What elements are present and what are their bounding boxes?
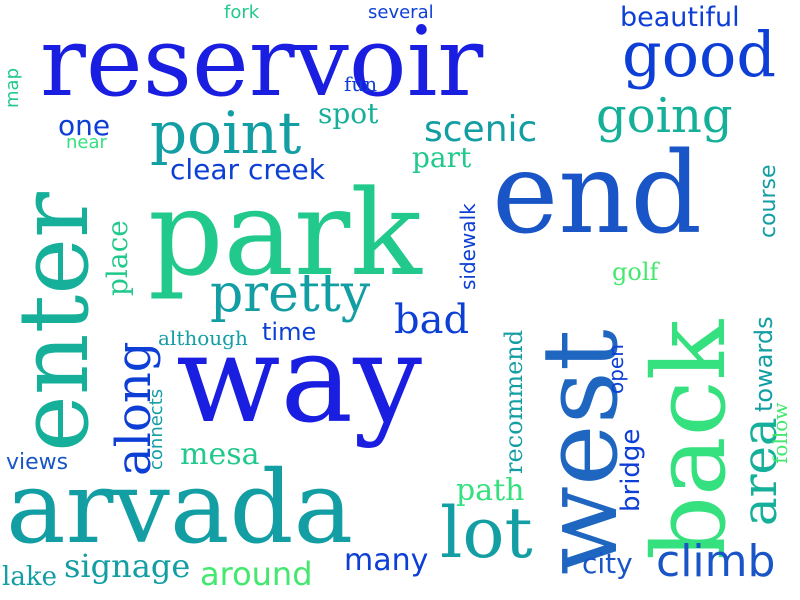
word-connects: connects [146, 388, 167, 470]
word-fun: fun [344, 72, 378, 96]
word-towards: towards [750, 316, 778, 412]
word-views: views [6, 450, 69, 475]
word-time: time [262, 318, 317, 346]
word-city: city [582, 547, 633, 580]
word-many: many [344, 543, 429, 578]
word-signage: signage [64, 547, 191, 585]
word-clear-creek: clear creek [170, 153, 325, 186]
word-course: course [756, 164, 781, 238]
word-although: although [158, 326, 248, 350]
word-enter: enter [0, 192, 110, 452]
word-path: path [456, 473, 525, 508]
word-bad: bad [394, 297, 470, 343]
word-recommend: recommend [500, 329, 528, 474]
word-place: place [101, 220, 134, 296]
word-part: part [412, 141, 472, 174]
word-pretty: pretty [210, 264, 371, 324]
word-scenic: scenic [424, 109, 538, 150]
word-way: way [176, 308, 423, 450]
word-back: back [631, 319, 748, 560]
word-reservoir: reservoir [40, 6, 484, 118]
word-mesa: mesa [180, 437, 260, 472]
word-good: good [622, 18, 777, 91]
word-arvada: arvada [6, 449, 354, 566]
word-map: map [2, 68, 23, 108]
word-around: around [200, 555, 313, 593]
word-several: several [368, 2, 434, 23]
word-going: going [596, 88, 733, 144]
word-beautiful: beautiful [620, 2, 740, 33]
word-sidewalk: sidewalk [456, 203, 480, 290]
word-bridge: bridge [616, 428, 646, 512]
word-golf: golf [612, 258, 659, 286]
word-point: point [150, 99, 302, 167]
word-fork: fork [224, 2, 260, 23]
word-park: park [148, 164, 422, 302]
word-spot: spot [318, 97, 379, 130]
word-near: near [66, 132, 107, 153]
word-lot: lot [440, 492, 533, 574]
word-follow: follow [768, 402, 792, 464]
word-open: open [604, 344, 628, 394]
word-one: one [58, 109, 111, 142]
word-climb: climb [656, 536, 776, 587]
word-lake: lake [2, 562, 57, 592]
word-end: end [492, 129, 703, 259]
